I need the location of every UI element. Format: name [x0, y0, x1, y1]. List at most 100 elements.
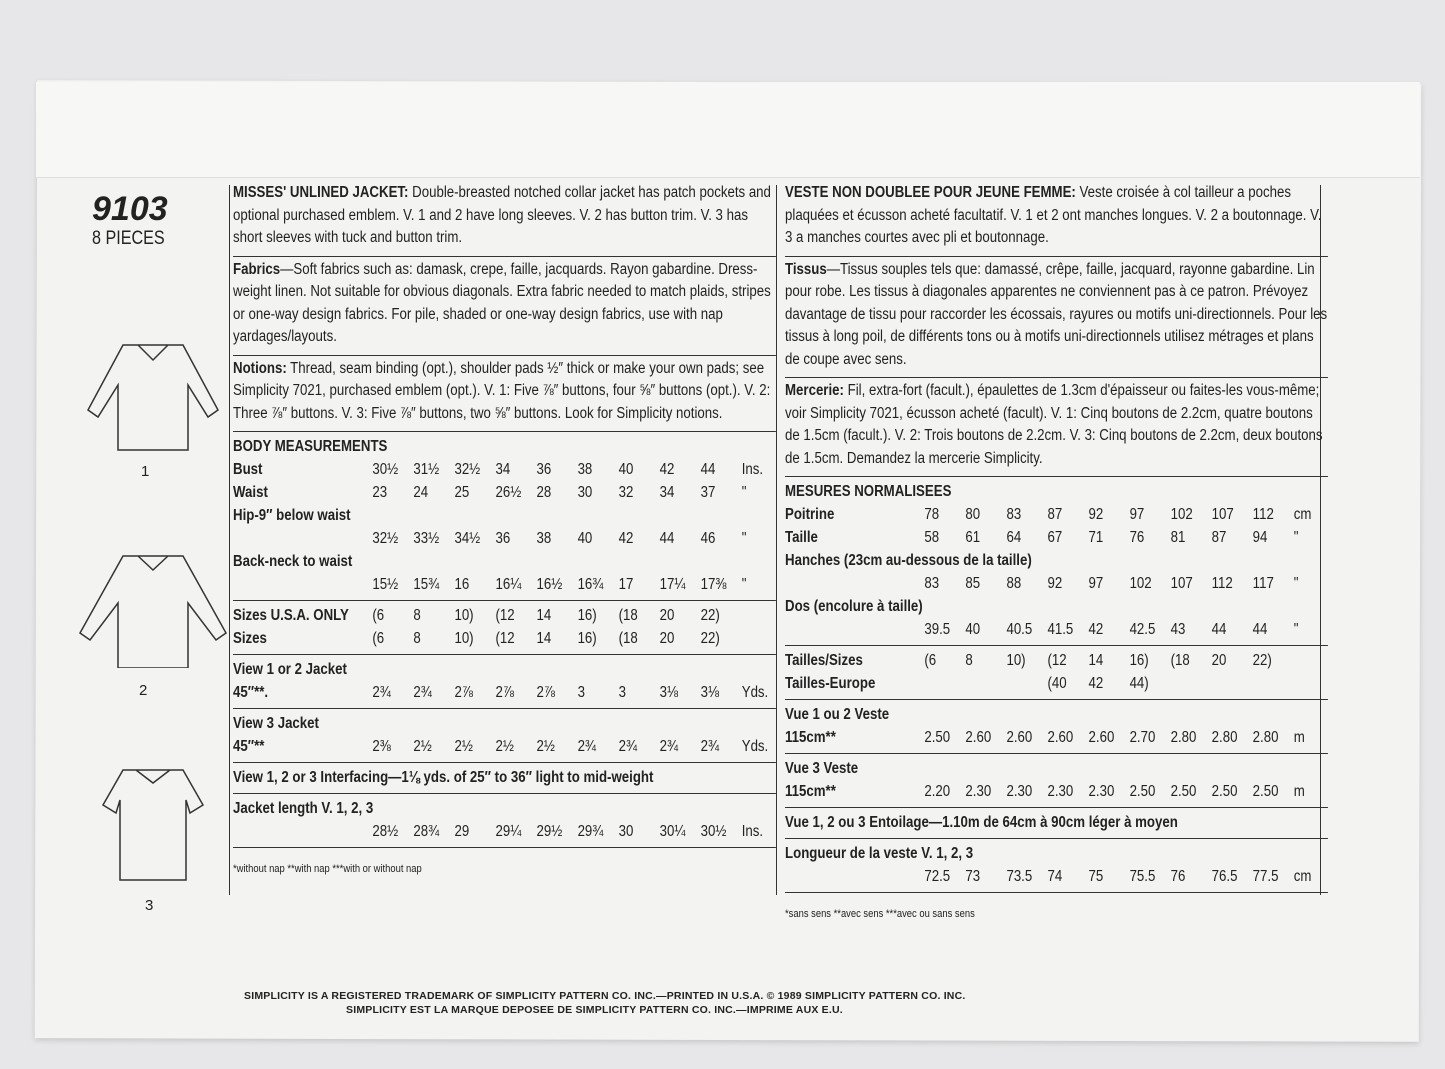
view-number: 1	[141, 463, 150, 480]
cell-value: (6	[924, 652, 937, 670]
table-row: Jacket length V. 1, 2, 3	[233, 798, 776, 821]
table-row: 15½ 15¾ 16 16¼ 16½ 16¾ 17 17¼ 17⅜ "	[233, 574, 776, 597]
cell-value: 23	[372, 484, 388, 502]
cell-value: 92	[1047, 575, 1063, 593]
cell-value: 44	[1252, 621, 1268, 639]
cell-value: 40	[577, 530, 593, 548]
cell-value: 112	[1252, 506, 1274, 524]
table-row: 115cm** 2.50 2.60 2.60 2.60 2.60 2.70 2.80 2.80 2…	[785, 727, 1328, 750]
fabrics: Fabrics—Soft fabrics such as: damask, cr…	[233, 257, 776, 356]
cell-value: 22)	[700, 630, 720, 648]
cell-value: 42	[1088, 675, 1104, 693]
cell-value: 26½	[495, 484, 522, 502]
cell-value: 37	[700, 484, 716, 502]
cell-value: 28¾	[413, 823, 440, 841]
cell-value: 29½	[536, 823, 563, 841]
cell-value: 2.60	[1088, 729, 1115, 747]
measurement-table: Longueur de la veste V. 1, 2, 3 72.5 73 73.…	[785, 839, 1328, 893]
row-label: Vue 1 ou 2 Veste	[785, 706, 890, 724]
table-row: 28½ 28¾ 29 29¼ 29½ 29¾ 30 30¼ 30½ Ins.	[233, 821, 776, 844]
row-label: Jacket length V. 1, 2, 3	[233, 800, 374, 818]
cell-value: 8	[413, 630, 421, 648]
cell-value: 2½	[536, 738, 555, 756]
cell-value: 2.80	[1252, 729, 1279, 747]
cell-value: 29¾	[577, 823, 604, 841]
cell-value: 16½	[536, 576, 563, 594]
cell-value: 85	[965, 575, 981, 593]
cell-value: 2⅞	[454, 684, 473, 702]
cell-value: 16¼	[495, 576, 522, 594]
cell-value: 77.5	[1252, 868, 1279, 886]
jacket-view-3-drawing	[101, 769, 205, 881]
cell-value: 16)	[577, 630, 597, 648]
cell-value: (12	[1047, 652, 1067, 670]
cell-value: 40	[618, 461, 634, 479]
jacket-view-2-drawing	[79, 555, 227, 668]
row-label: Bust	[233, 461, 263, 479]
cell-value: 17⅜	[700, 576, 727, 594]
measurement-table: Sizes U.S.A. ONLY (6 8 10) (12 14 16) (18 20 22) S…	[233, 601, 776, 655]
cell-value: 73.5	[1006, 868, 1033, 886]
unit-label: Ins.	[741, 461, 764, 479]
measurement-tables: MESURES NORMALISEES Poitrine 78 80 83 87 92 97 1…	[785, 477, 1328, 893]
cell-value: 102	[1129, 575, 1152, 593]
row-label: 115cm**	[785, 783, 836, 801]
cell-value: 32½	[372, 530, 399, 548]
cell-value: 16)	[1129, 652, 1149, 670]
cell-value: 28½	[372, 823, 399, 841]
cell-value: (18	[1170, 652, 1190, 670]
unit-label: m	[1293, 729, 1305, 747]
row-label: MESURES NORMALISEES	[785, 483, 952, 501]
cell-value: 3⅛	[700, 684, 720, 702]
divider	[229, 185, 230, 895]
measurement-table: BODY MEASUREMENTS Bust 30½ 31½ 32½ 34 36 38 40 42…	[233, 432, 776, 601]
measurement-table: Vue 3 Veste 115cm** 2.20 2.30 2.30 2.30 2.30 2.…	[785, 754, 1328, 808]
cell-value: 71	[1088, 529, 1104, 547]
unit-label: Ins.	[741, 823, 764, 841]
row-label: 115cm**	[785, 729, 836, 747]
table-row: Back-neck to waist	[233, 551, 776, 574]
table-row: Sizes U.S.A. ONLY (6 8 10) (12 14 16) (18 20 22)	[233, 605, 776, 628]
cell-value: 3	[618, 684, 626, 702]
cell-value: 43	[1170, 621, 1186, 639]
cell-value: 38	[536, 530, 552, 548]
cell-value: 42	[659, 461, 675, 479]
row-label: Hanches (23cm au-dessous de la taille)	[785, 552, 1032, 570]
cell-value: 29	[454, 823, 470, 841]
table-row: 39.5 40 40.5 41.5 42 42.5 43 44 44 "	[785, 619, 1328, 642]
cell-value: 17	[618, 576, 634, 594]
cell-value: 2½	[495, 738, 514, 756]
cell-value: 2¾	[413, 684, 432, 702]
cell-value: 30½	[700, 823, 727, 841]
table-row: Poitrine 78 80 83 87 92 97 102 107 112 cm	[785, 504, 1328, 527]
cell-value: 2.50	[1170, 783, 1197, 801]
cell-value: 33½	[413, 530, 440, 548]
cell-value: 41.5	[1047, 621, 1074, 639]
cell-value: 2.20	[924, 783, 951, 801]
cell-value: 44	[700, 461, 716, 479]
cell-value: 58	[924, 529, 940, 547]
cell-value: 83	[924, 575, 940, 593]
description: MISSES' UNLINED JACKET: Double-breasted …	[233, 180, 776, 257]
cell-value: 2.30	[1047, 783, 1074, 801]
cell-value: (12	[495, 607, 515, 625]
cell-value: 97	[1129, 506, 1145, 524]
cell-value: 42.5	[1129, 621, 1156, 639]
cell-value: 42	[1088, 621, 1104, 639]
footnote: *without nap **with nap ***with or witho…	[233, 863, 422, 875]
cell-value: 2¾	[700, 738, 720, 756]
measurement-tables: BODY MEASUREMENTS Bust 30½ 31½ 32½ 34 36 38 40 42…	[233, 432, 776, 848]
cell-value: 22)	[1252, 652, 1272, 670]
cell-value: 30¼	[659, 823, 686, 841]
measurement-table: Jacket length V. 1, 2, 3 28½ 28¾ 29 29¼ 29½ 29…	[233, 794, 776, 848]
unit-label: Yds.	[741, 684, 769, 702]
cell-value: 75	[1088, 868, 1104, 886]
row-label: Poitrine	[785, 506, 835, 524]
cell-value: 87	[1047, 506, 1063, 524]
cell-value: 83	[1006, 506, 1022, 524]
cell-value: 2.60	[965, 729, 992, 747]
table-row: Taille 58 61 64 67 71 76 81 87 94 "	[785, 527, 1328, 550]
unit-label: "	[741, 530, 747, 548]
row-label: Back-neck to waist	[233, 553, 353, 571]
table-row: Hip-9″ below waist	[233, 505, 776, 528]
